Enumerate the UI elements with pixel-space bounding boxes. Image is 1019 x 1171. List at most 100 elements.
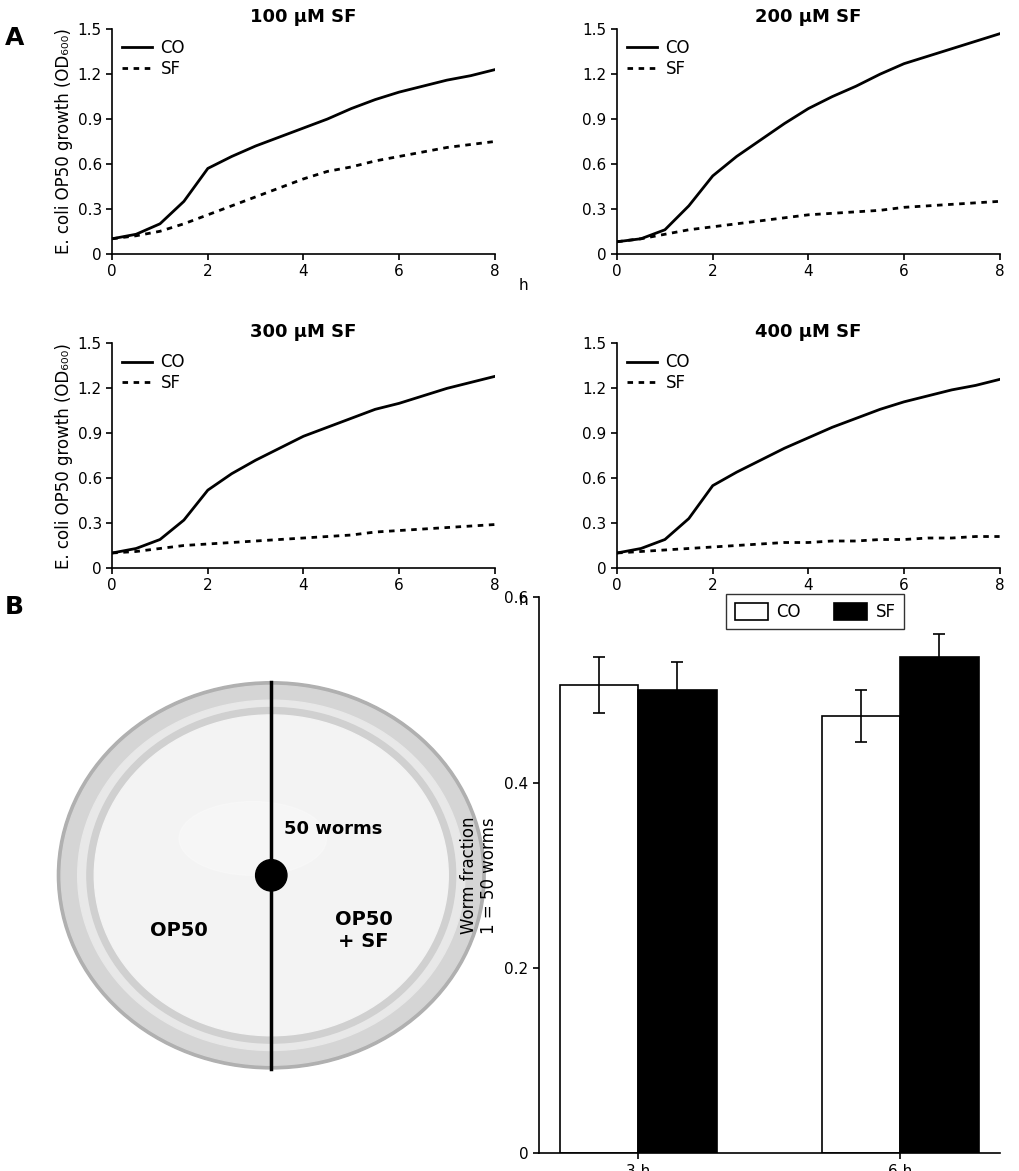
- CO: [897, 395, 909, 409]
- SF: [897, 200, 909, 214]
- SF: [154, 225, 166, 239]
- CO: [993, 27, 1005, 41]
- SF: [177, 217, 190, 231]
- CO: [706, 169, 718, 183]
- CO: [106, 546, 118, 560]
- Legend: CO, SF: CO, SF: [620, 347, 696, 398]
- SF: [825, 206, 838, 220]
- CO: [440, 382, 452, 396]
- CO: [488, 63, 500, 77]
- CO: [440, 73, 452, 87]
- Legend: CO, SF: CO, SF: [620, 33, 696, 84]
- SF: [921, 199, 933, 213]
- SF: [225, 535, 237, 549]
- SF: [682, 222, 694, 237]
- SF: [298, 530, 310, 545]
- CO: [392, 85, 405, 100]
- CO: [369, 93, 381, 107]
- CO: [825, 90, 838, 104]
- CO: [344, 102, 357, 116]
- Text: h: h: [518, 593, 528, 608]
- CO: [730, 150, 742, 164]
- CO: [465, 69, 477, 83]
- CO: [321, 420, 333, 434]
- CO: [392, 396, 405, 410]
- SF: [873, 533, 886, 547]
- SF: [658, 227, 671, 241]
- Legend: CO, SF: CO, SF: [115, 347, 192, 398]
- Legend: CO, SF: CO, SF: [115, 33, 192, 84]
- SF: [945, 530, 957, 545]
- SF: [321, 164, 333, 178]
- CO: [321, 112, 333, 126]
- CO: [897, 56, 909, 70]
- CO: [825, 420, 838, 434]
- CO: [873, 67, 886, 81]
- SF: [250, 534, 262, 548]
- CO: [945, 42, 957, 56]
- SF: [825, 534, 838, 548]
- SF: [969, 196, 981, 210]
- CO: [154, 533, 166, 547]
- SF: [202, 207, 214, 221]
- CO: [849, 411, 861, 425]
- Ellipse shape: [87, 707, 455, 1043]
- Y-axis label: Worm fraction
1 = 50 worms: Worm fraction 1 = 50 worms: [460, 816, 498, 934]
- SF: [777, 535, 790, 549]
- Title: 300 μM SF: 300 μM SF: [250, 322, 357, 341]
- SF: [993, 529, 1005, 543]
- CO: [802, 102, 814, 116]
- CO: [465, 376, 477, 390]
- Bar: [559, 685, 638, 1153]
- SF: [465, 137, 477, 151]
- CO: [921, 389, 933, 403]
- Bar: [820, 715, 899, 1153]
- CO: [225, 466, 237, 480]
- CO: [202, 162, 214, 176]
- CO: [202, 484, 214, 498]
- CO: [250, 139, 262, 153]
- SF: [634, 232, 646, 246]
- Line: CO: CO: [616, 379, 999, 553]
- CO: [921, 49, 933, 63]
- CO: [273, 130, 285, 144]
- CO: [706, 479, 718, 493]
- Text: h: h: [518, 279, 528, 294]
- SF: [945, 198, 957, 212]
- CO: [610, 546, 623, 560]
- SF: [754, 214, 766, 228]
- CO: [873, 403, 886, 417]
- SF: [754, 537, 766, 552]
- SF: [344, 528, 357, 542]
- Y-axis label: E. coli OP50 growth (OD₆₀₀): E. coli OP50 growth (OD₆₀₀): [55, 28, 73, 254]
- Line: SF: SF: [112, 142, 494, 239]
- Y-axis label: E. coli OP50 growth (OD₆₀₀): E. coli OP50 growth (OD₆₀₀): [55, 343, 73, 569]
- Line: SF: SF: [112, 525, 494, 553]
- CO: [129, 541, 142, 555]
- Line: CO: CO: [616, 34, 999, 241]
- SF: [225, 199, 237, 213]
- Line: CO: CO: [112, 376, 494, 553]
- SF: [658, 543, 671, 557]
- SF: [465, 519, 477, 533]
- CO: [634, 232, 646, 246]
- SF: [849, 534, 861, 548]
- Text: OP50
+ SF: OP50 + SF: [334, 910, 392, 951]
- CO: [488, 369, 500, 383]
- Circle shape: [256, 860, 286, 891]
- CO: [298, 121, 310, 135]
- Ellipse shape: [77, 700, 465, 1050]
- CO: [177, 194, 190, 208]
- CO: [730, 465, 742, 479]
- Ellipse shape: [61, 685, 481, 1066]
- SF: [610, 234, 623, 248]
- Title: 100 μM SF: 100 μM SF: [250, 8, 357, 26]
- CO: [682, 512, 694, 526]
- Text: 50 worms: 50 worms: [284, 821, 382, 838]
- CO: [777, 117, 790, 131]
- CO: [298, 430, 310, 444]
- CO: [369, 403, 381, 417]
- SF: [129, 545, 142, 559]
- Text: A: A: [5, 26, 24, 49]
- SF: [369, 525, 381, 539]
